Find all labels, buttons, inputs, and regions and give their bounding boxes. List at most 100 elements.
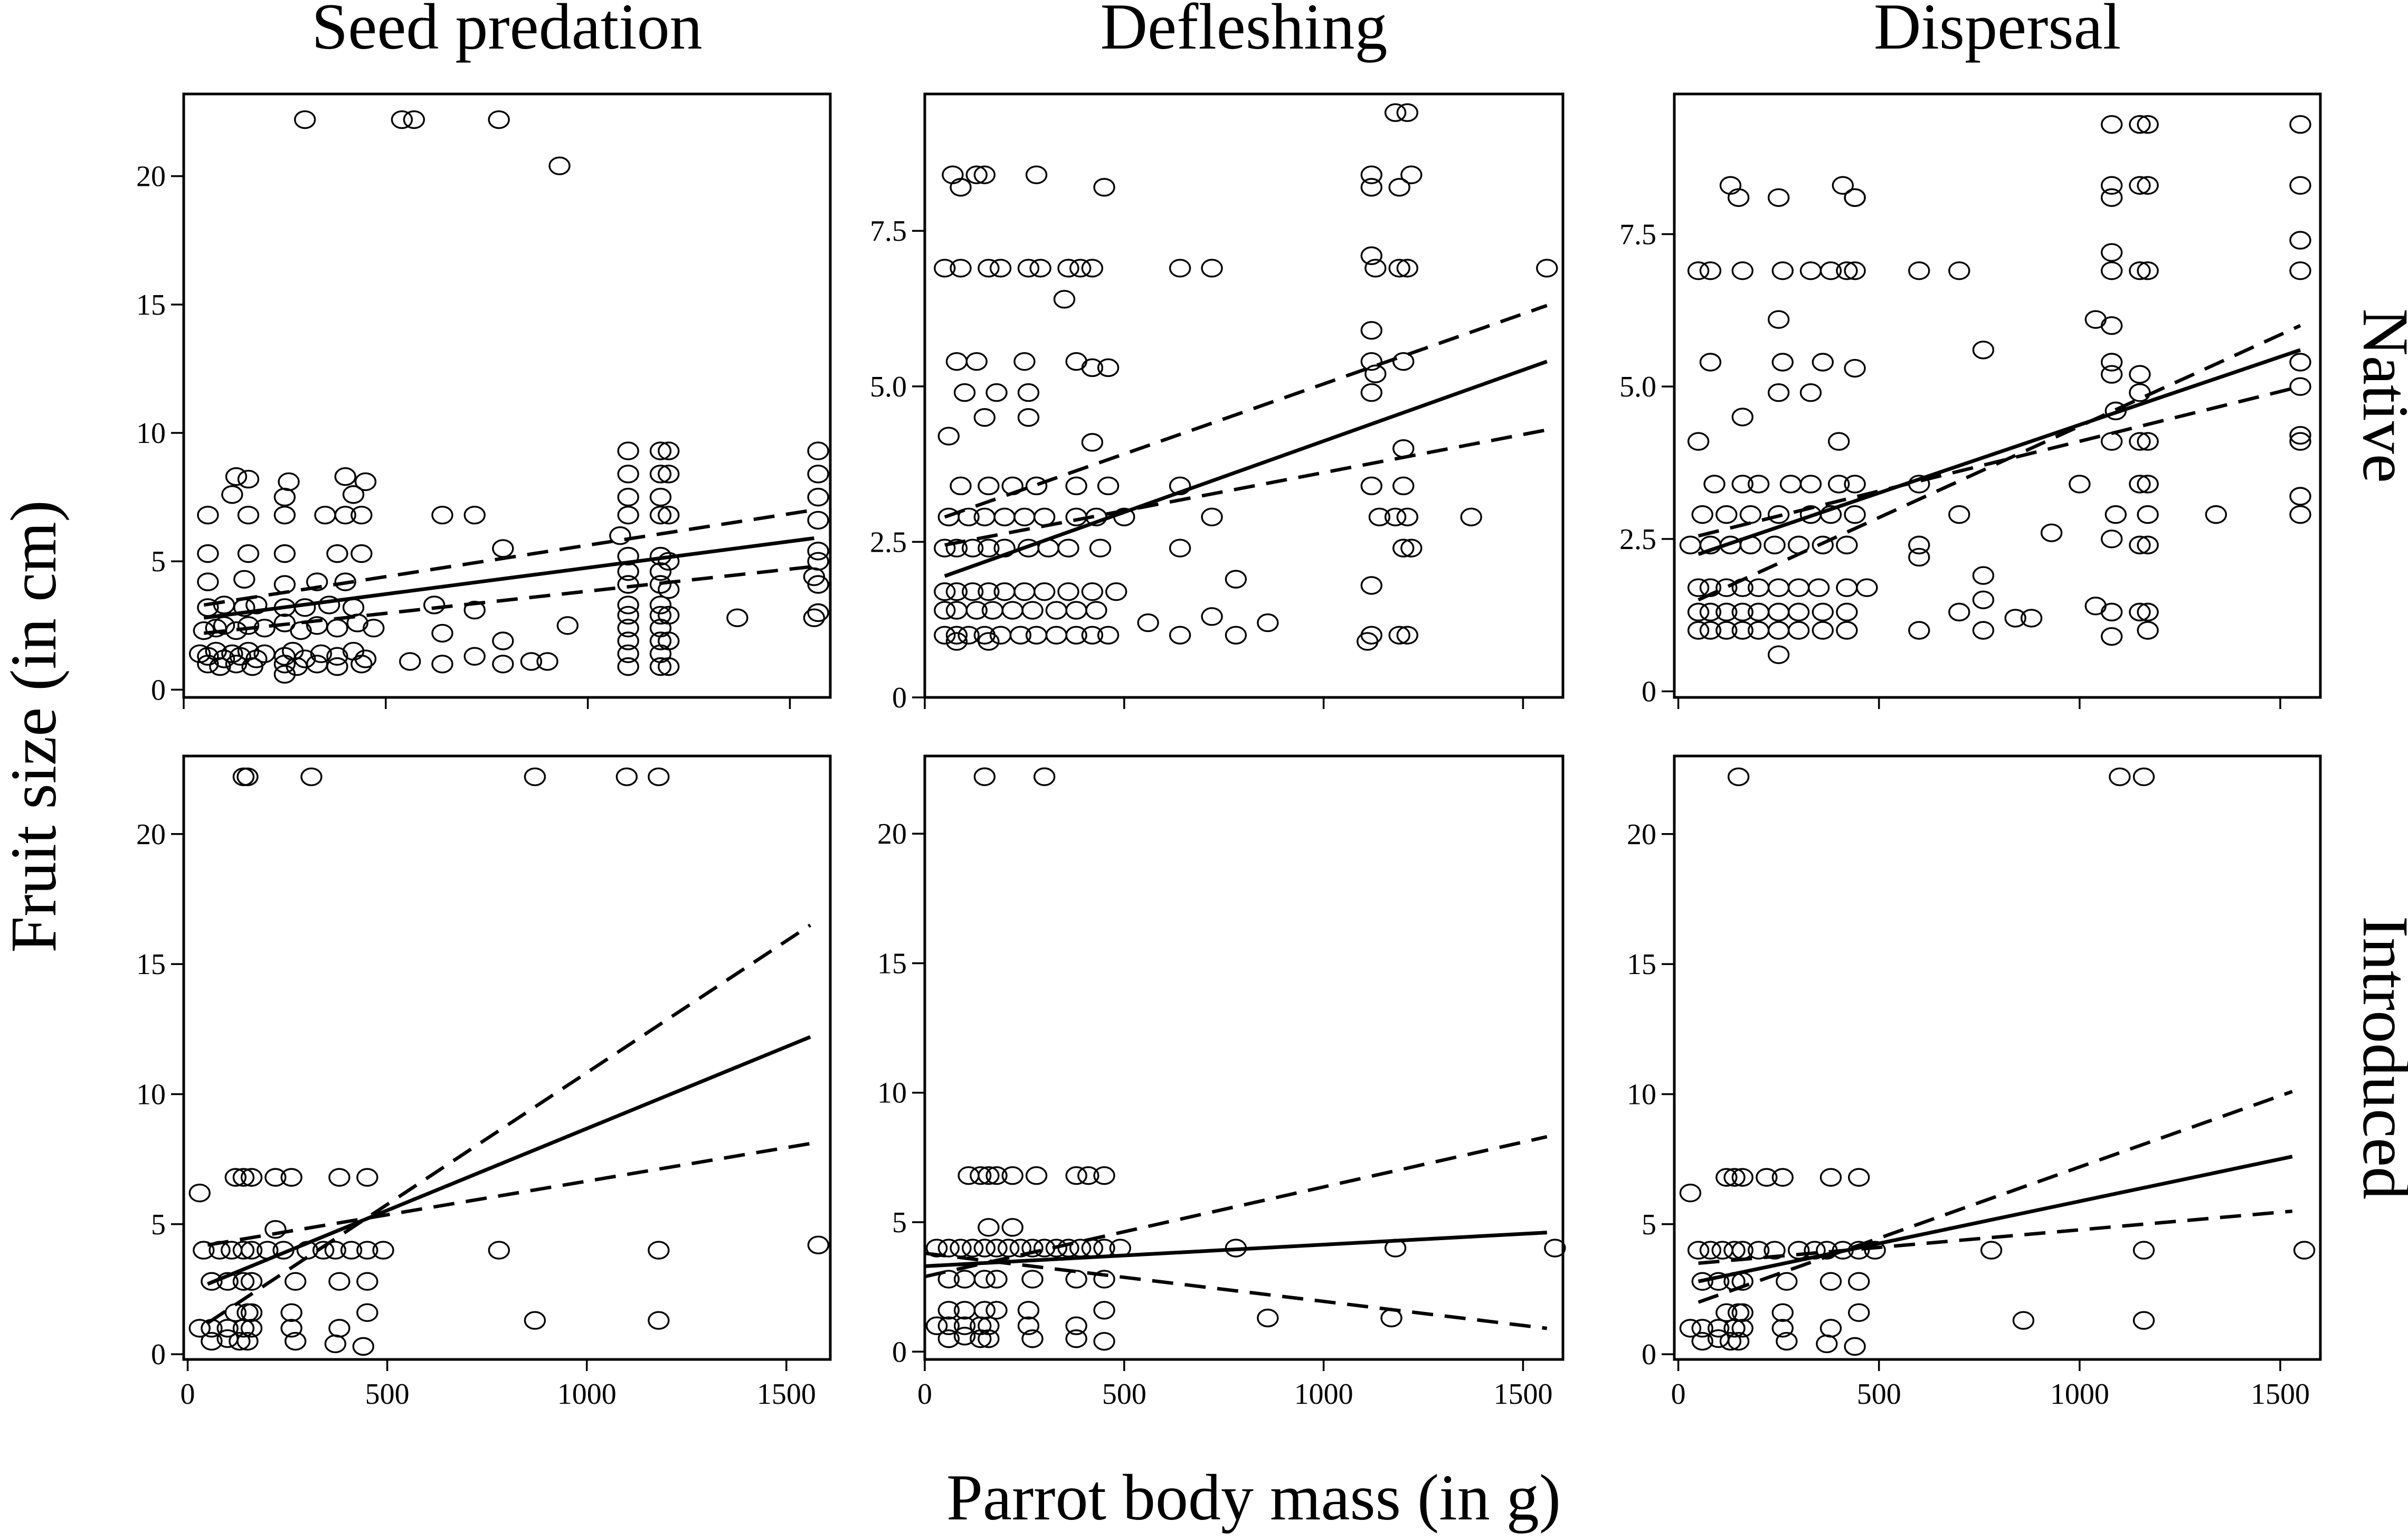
- data-point: [1388, 178, 1410, 197]
- data-point: [1844, 505, 1866, 524]
- data-point: [1972, 590, 1995, 609]
- data-point: [807, 487, 829, 507]
- data-point: [1081, 433, 1104, 452]
- data-point: [807, 603, 829, 622]
- y-tick-label: 0: [151, 674, 166, 706]
- data-point: [617, 546, 639, 566]
- y-tick-label: 20: [136, 818, 166, 851]
- data-point: [2289, 426, 2311, 445]
- data-point: [1747, 621, 1770, 640]
- data-point: [970, 1329, 992, 1348]
- data-point: [1819, 1272, 1842, 1291]
- data-point: [2129, 432, 2151, 451]
- data-point: [937, 1329, 960, 1348]
- data-point: [324, 1241, 347, 1260]
- ci-lower-line: [1698, 385, 2301, 538]
- data-point: [326, 618, 348, 638]
- y-tick-label: 20: [1627, 818, 1656, 851]
- data-point: [356, 1241, 378, 1260]
- data-point: [273, 665, 296, 684]
- data-point: [280, 1168, 302, 1187]
- data-point: [1065, 1329, 1087, 1348]
- data-point: [310, 644, 333, 664]
- data-point: [961, 1239, 984, 1258]
- data-point: [617, 441, 639, 460]
- data-point: [1832, 176, 1854, 195]
- data-point: [950, 259, 972, 278]
- data-point: [193, 1241, 215, 1260]
- data-point: [2100, 353, 2123, 372]
- y-tick-label: 5.0: [870, 371, 907, 403]
- row-title: Introduced: [2349, 916, 2408, 1199]
- data-point: [431, 623, 453, 643]
- data-point: [1081, 582, 1104, 601]
- row-title: Native: [2349, 308, 2408, 483]
- data-point: [201, 1272, 223, 1291]
- ci-lower-line: [207, 1141, 811, 1247]
- data-point: [1089, 538, 1112, 558]
- y-tick-label: 15: [1627, 948, 1656, 981]
- data-point: [1715, 505, 1738, 524]
- data-point: [293, 598, 316, 617]
- data-point: [1764, 1241, 1786, 1260]
- data-point: [1691, 1331, 1713, 1351]
- data-point: [1360, 352, 1383, 371]
- data-point: [221, 1241, 243, 1260]
- x-axis-title: Parrot body mass (in g): [946, 1461, 1561, 1534]
- data-point: [1727, 188, 1750, 207]
- data-point: [236, 767, 259, 787]
- data-point: [1819, 261, 1842, 280]
- data-point: [1739, 505, 1762, 524]
- data-point: [953, 1316, 976, 1335]
- data-point: [1723, 1168, 1746, 1187]
- data-point: [965, 165, 988, 184]
- data-point: [925, 1316, 948, 1335]
- data-point: [1764, 535, 1786, 555]
- data-point: [1727, 1303, 1750, 1322]
- data-point: [1013, 582, 1036, 601]
- data-point: [617, 505, 639, 525]
- data-point: [649, 606, 672, 625]
- data-point: [1776, 1272, 1798, 1291]
- data-point: [1021, 1329, 1044, 1348]
- data-point: [1093, 1301, 1115, 1320]
- data-point: [945, 601, 968, 620]
- data-point: [617, 606, 639, 625]
- data-point: [1065, 1166, 1087, 1185]
- data-point: [617, 644, 639, 664]
- data-point: [1819, 1168, 1842, 1187]
- column-title: Seed predation: [311, 0, 702, 63]
- data-point: [1771, 261, 1794, 280]
- data-point: [1848, 1168, 1870, 1187]
- data-point: [1081, 626, 1104, 645]
- plot-frame: [1673, 754, 2322, 1361]
- data-point: [1065, 626, 1087, 645]
- ci-upper-line: [206, 923, 811, 1325]
- data-point: [1360, 576, 1383, 595]
- data-point: [463, 505, 486, 525]
- data-point: [965, 601, 988, 620]
- data-point: [232, 767, 255, 787]
- data-point: [1021, 1270, 1044, 1289]
- data-point: [1093, 1239, 1115, 1258]
- data-point: [1025, 1166, 1048, 1185]
- data-point: [953, 1270, 976, 1289]
- data-point: [973, 165, 996, 184]
- data-point: [2205, 505, 2227, 524]
- data-point: [264, 1220, 287, 1239]
- data-point: [1812, 602, 1834, 622]
- data-point: [1687, 432, 1710, 451]
- data-point: [997, 1239, 1020, 1258]
- data-point: [1844, 358, 1866, 378]
- data-point: [1388, 259, 1410, 278]
- data-point: [617, 618, 639, 638]
- data-point: [233, 570, 255, 589]
- data-point: [2137, 535, 2159, 555]
- data-point: [213, 616, 235, 635]
- data-point: [807, 511, 829, 530]
- data-point: [1972, 341, 1995, 360]
- y-tick-label: 5.0: [1619, 371, 1656, 403]
- data-point: [658, 657, 680, 676]
- data-point: [2069, 475, 2091, 494]
- data-point: [1105, 582, 1127, 601]
